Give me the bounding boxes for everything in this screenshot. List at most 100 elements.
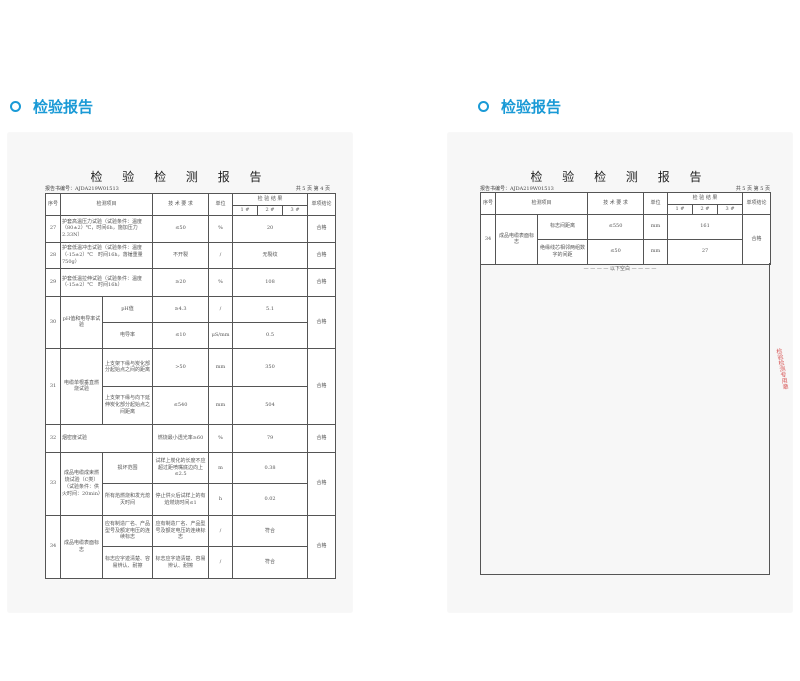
circle-icon xyxy=(478,101,489,112)
table-cell: ≤10 xyxy=(152,321,210,349)
table-cell: 合格 xyxy=(307,241,337,269)
header-cell: 3 # xyxy=(282,205,309,216)
table-row: 33 成品电缆成束燃烧试验（C类）（试验条件：供火时间：20min） 损坏范围 试样上… xyxy=(45,451,337,516)
results-table: 序号 检测项目技 术 要 求单位检 验 结 果单项结论 1 #2 #3 #27 护套高… xyxy=(45,193,337,579)
table-row: 标志应字迹清楚、容易辨认、耐擦 标志应字迹清楚、容易辨认、耐擦 / 符合 xyxy=(46,546,336,579)
table-row: 30 pH值和电导率试验 pH值 ≥4.3/5.1 合格 xyxy=(45,295,337,349)
table-cell: 34 xyxy=(480,213,496,265)
table-cell: m xyxy=(208,451,234,485)
table-cell: 绝缘线芯相邻两组数字的间距 xyxy=(536,238,589,265)
table-cell: / xyxy=(208,241,234,269)
table-cell: 29 xyxy=(45,267,61,297)
table-cell: 108 xyxy=(232,267,309,297)
table-cell: 试样上炭化的长度不应超过距喷嘴底边向上≤2.5 xyxy=(152,451,210,485)
header-cell: 2 # xyxy=(257,205,284,216)
section-heading-left: 检验报告 xyxy=(10,96,93,117)
table-cell: 上支架下缘与炭化部分起始点之间的距离 xyxy=(101,347,154,387)
table-cell: 合格 xyxy=(742,213,772,265)
table-cell: pH值 xyxy=(101,295,154,323)
table-cell: 0.38 xyxy=(232,451,309,485)
header-cell: 单项结论 xyxy=(742,192,772,215)
table-cell: / xyxy=(208,546,234,579)
header-cell: 检 验 结 果 xyxy=(667,192,744,205)
table-cell: 护套低温冲击试验（试验条件：温度（-15±2）℃ 时间16h，落锤重量750g） xyxy=(59,241,154,269)
circle-icon xyxy=(10,101,21,112)
table-cell: 27 xyxy=(667,238,744,265)
table-cell: 电缆单根垂直燃烧试验 xyxy=(60,347,103,425)
table-cell: 34 xyxy=(45,514,61,579)
table-cell: 应有制造厂名、产品型号及额定电压的连续标志 xyxy=(101,514,154,548)
table-cell: 损坏范围 xyxy=(101,451,154,485)
table-cell: % xyxy=(208,267,234,297)
header-cell: 1 # xyxy=(232,205,259,216)
header-row: 序号 检测项目技 术 要 求单位检 验 结 果单项结论 xyxy=(45,193,337,216)
table-cell: ≥4.3 xyxy=(152,295,210,323)
table-row: 34 成品电缆表面标志 应有制造厂名、产品型号及额定电压的连续标志 应有制造厂名、产品… xyxy=(45,514,337,579)
table-row: 电导率 ≤10 μS/mm 0.5 xyxy=(46,321,336,349)
table-cell: 504 xyxy=(232,385,309,425)
table-cell: 33 xyxy=(45,451,61,516)
table-cell: / xyxy=(208,295,234,323)
table-cell: 所有焰燃烧和发光熄灭时间 xyxy=(101,483,154,516)
table-cell: 合格 xyxy=(307,514,337,579)
page-info: 共 5 页 第 4 页 xyxy=(295,186,330,192)
table-cell: 上支架下缘与向下延伸炭化部分起始点之间距离 xyxy=(101,385,154,425)
table-cell: h xyxy=(208,483,234,516)
header-cell: 1 # xyxy=(667,204,694,215)
table-cell: % xyxy=(208,214,234,243)
table-cell: 燃烧最小透光率≥60 xyxy=(152,423,210,453)
table-cell: 符合 xyxy=(232,546,309,579)
table-cell: 停止供火后试样上的有焰燃烧时间≤1 xyxy=(152,483,210,516)
table-cell: 28 xyxy=(45,241,61,269)
header-cell: 2 # xyxy=(692,204,719,215)
table-row: 28 护套低温冲击试验（试验条件：温度（-15±2）℃ 时间16h，落锤重量750… xyxy=(45,241,337,269)
table-cell: 0.5 xyxy=(232,321,309,349)
table-cell: 合格 xyxy=(307,295,337,349)
table-row: 27 护套高温压力试验（试验条件：温度（80±2）℃，时间6h，施加压力2.33N… xyxy=(45,214,337,243)
table-cell: 合格 xyxy=(307,423,337,453)
table-cell: 79 xyxy=(232,423,309,453)
table-cell: 符合 xyxy=(232,514,309,548)
stamp: 检验检测专用章 xyxy=(774,347,789,391)
header-cell: 检测项目 xyxy=(59,193,154,216)
table-cell: % xyxy=(208,423,234,453)
table-row: 34 成品电缆表面标志 标志间距离 ≤550 mm 161 合格 xyxy=(480,213,772,265)
report-page-5: 检 验 检 测 报 告 报告书编号：AJDA219W01513 共 5 页 第 … xyxy=(448,133,792,612)
header-cell: 技 术 要 求 xyxy=(587,192,645,215)
header-cell: 3 # xyxy=(717,204,744,215)
report-page-4: 检 验 检 测 报 告 报告书编号：AJDA219W01513 共 5 页 第 … xyxy=(8,133,352,612)
section-title: 检验报告 xyxy=(501,98,562,116)
header-row: 1 #2 #3 # xyxy=(46,205,336,216)
table-cell: 护套低温拉伸试验（试验条件：温度（-15±2）℃ 时间16h） xyxy=(59,267,154,297)
table-cell: ≤50 xyxy=(152,214,210,243)
table-cell: >50 xyxy=(152,347,210,387)
table-row: 31 电缆单根垂直燃烧试验 上支架下缘与炭化部分起始点之间的距离 >50 mm 350 合格 xyxy=(45,347,337,425)
table-blank-area xyxy=(480,263,770,575)
header-cell: 检测项目 xyxy=(494,192,589,215)
table-cell: 应有制造厂名、产品型号及额定电压的连续标志 xyxy=(152,514,210,548)
section-title: 检验报告 xyxy=(33,98,94,116)
table-cell: 合格 xyxy=(307,451,337,516)
table-cell: 标志应字迹清楚、容易辨认、耐擦 xyxy=(101,546,154,579)
table-cell: 0.02 xyxy=(232,483,309,516)
report-number: 报告书编号：AJDA219W01513 xyxy=(45,186,119,192)
table-cell: mm xyxy=(208,347,234,387)
table-cell: 成品电缆表面标志 xyxy=(495,213,538,265)
table-cell: mm xyxy=(643,213,669,240)
table-cell: 合格 xyxy=(307,347,337,425)
report-number: 报告书编号：AJDA219W01513 xyxy=(480,186,554,192)
table-cell: ≥20 xyxy=(152,267,210,297)
table-cell: 标志间距离 xyxy=(536,213,589,240)
document-title: 检 验 检 测 报 告 xyxy=(90,170,270,184)
header-row: 序号 检测项目技 术 要 求单位检 验 结 果单项结论 xyxy=(480,192,772,215)
table-cell: ≤540 xyxy=(152,385,210,425)
table-cell: μS/mm xyxy=(208,321,234,349)
table-cell: 不开裂 xyxy=(152,241,210,269)
table-row: 上支架下缘与向下延伸炭化部分起始点之间距离 ≤540 mm 504 xyxy=(46,385,336,425)
table-cell: 烟密度试验 xyxy=(59,423,154,453)
table-cell: 电导率 xyxy=(101,321,154,349)
table-cell: 5.1 xyxy=(232,295,309,323)
table-cell: 合格 xyxy=(307,267,337,297)
table-cell: 合格 xyxy=(307,214,337,243)
table-cell: 30 xyxy=(45,295,61,349)
